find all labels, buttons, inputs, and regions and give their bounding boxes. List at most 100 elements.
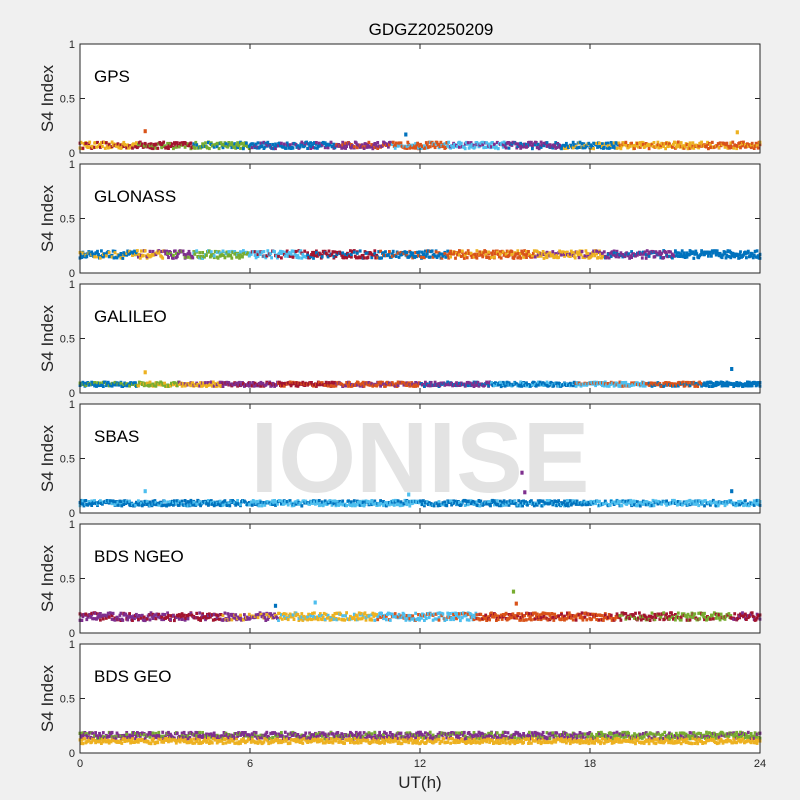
data-point — [486, 381, 489, 385]
data-point — [414, 142, 417, 146]
data-point — [279, 249, 282, 253]
data-point — [504, 146, 508, 150]
data-point — [100, 141, 103, 145]
data-point — [525, 142, 528, 146]
data-point — [653, 255, 657, 259]
data-point — [710, 254, 713, 258]
panel-name: BDS NGEO — [94, 547, 184, 566]
data-point — [705, 145, 708, 149]
data-point — [636, 253, 639, 257]
data-point — [384, 384, 387, 388]
data-point — [257, 504, 261, 508]
data-point — [526, 503, 529, 507]
data-point — [747, 504, 751, 508]
data-point — [90, 740, 94, 744]
data-point — [175, 499, 179, 503]
data-point — [199, 618, 202, 622]
data-point — [362, 256, 366, 260]
outlier-point — [730, 489, 734, 494]
data-point — [129, 735, 132, 739]
data-point — [575, 146, 579, 150]
data-point — [665, 381, 668, 385]
data-point — [177, 499, 181, 503]
data-point — [437, 142, 441, 146]
data-point — [222, 143, 226, 147]
data-point — [463, 611, 467, 616]
data-point — [569, 249, 573, 253]
data-point — [348, 254, 351, 258]
data-point — [96, 249, 99, 253]
data-point — [370, 256, 374, 260]
data-point — [227, 381, 231, 385]
data-point — [676, 611, 680, 615]
y-tick-label: 0.5 — [60, 574, 75, 586]
data-point — [657, 146, 661, 150]
data-point — [688, 141, 692, 145]
data-point — [736, 503, 739, 507]
data-point — [537, 615, 541, 619]
data-point — [674, 500, 678, 505]
data-point — [568, 499, 572, 503]
data-point — [269, 251, 273, 256]
data-point — [688, 252, 692, 256]
data-point — [225, 250, 229, 254]
data-point — [347, 499, 350, 503]
data-point — [548, 499, 552, 503]
data-point — [668, 617, 671, 621]
data-point — [182, 613, 186, 617]
data-point — [536, 499, 540, 503]
data-point — [505, 249, 509, 253]
data-point — [101, 384, 105, 388]
data-point — [478, 504, 482, 508]
data-point — [257, 613, 261, 617]
data-point — [608, 146, 612, 150]
data-point — [247, 384, 251, 388]
data-point — [717, 613, 721, 617]
data-point — [539, 499, 543, 503]
data-point — [550, 499, 554, 504]
y-tick-label: 1 — [69, 519, 75, 531]
data-point — [320, 502, 324, 506]
data-point — [312, 617, 315, 621]
data-point — [552, 384, 556, 388]
data-point — [306, 251, 309, 255]
data-point — [462, 614, 466, 618]
data-point — [650, 143, 654, 147]
data-point — [683, 145, 687, 149]
data-point — [81, 735, 85, 739]
data-point — [621, 384, 625, 388]
data-point — [502, 140, 506, 144]
data-point — [321, 615, 325, 619]
data-point — [365, 145, 369, 149]
data-point — [633, 616, 636, 620]
data-point — [204, 381, 207, 385]
data-point — [366, 143, 370, 147]
data-point — [231, 143, 235, 147]
data-point — [309, 146, 312, 150]
data-point — [205, 616, 208, 620]
data-point — [746, 380, 749, 384]
data-point — [484, 250, 488, 254]
data-point — [493, 499, 496, 503]
data-point — [732, 617, 736, 621]
data-point — [728, 146, 732, 150]
data-point — [84, 499, 88, 503]
data-point — [540, 504, 544, 508]
data-point — [130, 740, 133, 744]
data-point — [101, 144, 104, 149]
data-point — [154, 735, 158, 739]
data-point — [523, 249, 526, 253]
data-point — [177, 617, 181, 621]
data-point — [517, 142, 521, 146]
data-point — [617, 501, 621, 505]
data-point — [233, 142, 237, 146]
data-point — [266, 140, 270, 144]
data-point — [618, 499, 622, 503]
data-point — [212, 613, 216, 617]
data-point — [557, 251, 560, 255]
data-point — [640, 256, 644, 260]
data-point — [320, 500, 324, 504]
data-point — [95, 145, 98, 149]
